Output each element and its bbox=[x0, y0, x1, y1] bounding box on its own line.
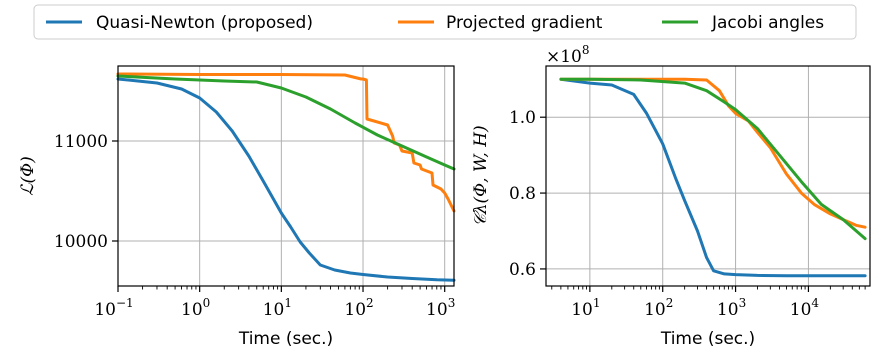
x-tick-base: 10 bbox=[571, 300, 593, 320]
x-tick-label: 102 bbox=[344, 296, 373, 320]
x-tick-base: 10 bbox=[344, 300, 366, 320]
x-tick-label: 100 bbox=[181, 296, 210, 320]
legend-frame bbox=[33, 4, 857, 40]
left-minor-ticks bbox=[142, 286, 442, 290]
right-x-axis-title: Time (sec.) bbox=[660, 329, 755, 349]
right-y-ticks: 0.6 0.8 1.0 bbox=[509, 108, 546, 280]
x-tick-label: 103 bbox=[426, 296, 455, 320]
x-tick-base: 10 bbox=[181, 300, 203, 320]
x-tick-base: 10 bbox=[426, 300, 448, 320]
legend-label-quasi-newton: Quasi-Newton (proposed) bbox=[96, 13, 313, 33]
x-tick-base: 10 bbox=[263, 300, 285, 320]
series-line-quasi-newton-proposed bbox=[116, 77, 456, 282]
legend-label-jacobi-angles: Jacobi angles bbox=[711, 13, 824, 33]
series-line-projected-gradient bbox=[559, 77, 867, 229]
x-tick-base: 10 bbox=[717, 300, 739, 320]
y-tick-label: 0.6 bbox=[509, 260, 536, 280]
legend-label-projected-gradient: Projected gradient bbox=[446, 13, 603, 33]
x-tick-label: 102 bbox=[644, 296, 673, 320]
y-tick-label: 11000 bbox=[54, 132, 108, 152]
left-y-axis-title: ℒ(Φ) bbox=[18, 156, 38, 195]
legend: Quasi-Newton (proposed) Projected gradie… bbox=[33, 4, 857, 40]
x-tick-label: 101 bbox=[263, 296, 292, 320]
series-line-jacobi-angles bbox=[116, 74, 456, 171]
x-tick-label: 10−1 bbox=[94, 296, 133, 320]
right-y-multiplier-base: ×10 bbox=[546, 47, 582, 67]
x-tick-label: 104 bbox=[790, 296, 820, 320]
y-tick-label: 0.8 bbox=[509, 184, 536, 204]
x-tick-exponent: 4 bbox=[811, 296, 819, 310]
right-plot-frame bbox=[545, 65, 871, 287]
left-grid bbox=[118, 66, 454, 286]
left-y-ticks: 10000 11000 bbox=[54, 132, 118, 252]
left-x-axis-title: Time (sec.) bbox=[238, 329, 333, 349]
x-tick-label: 101 bbox=[571, 296, 600, 320]
x-tick-exponent: 3 bbox=[739, 296, 747, 310]
x-tick-exponent: 2 bbox=[366, 296, 374, 310]
x-tick-exponent: 2 bbox=[666, 296, 674, 310]
x-tick-exponent: −1 bbox=[116, 296, 134, 310]
y-tick-label: 1.0 bbox=[509, 108, 536, 128]
left-plot-frame bbox=[117, 65, 455, 287]
x-tick-base: 10 bbox=[94, 300, 116, 320]
x-tick-exponent: 3 bbox=[448, 296, 456, 310]
left-series-lines bbox=[116, 72, 456, 282]
series-line-quasi-newton-proposed bbox=[559, 77, 867, 278]
x-tick-exponent: 1 bbox=[593, 296, 601, 310]
right-chart: 101 102 103 104 0.60.81.0 ×108 Time (sec.) … bbox=[471, 43, 871, 349]
x-tick-base: 10 bbox=[644, 300, 666, 320]
right-grid bbox=[546, 66, 870, 286]
series-line-projected-gradient bbox=[116, 72, 456, 213]
series-line-jacobi-angles bbox=[559, 77, 867, 241]
right-y-multiplier: ×108 bbox=[546, 43, 590, 67]
x-tick-exponent: 1 bbox=[284, 296, 292, 310]
x-tick-exponent: 0 bbox=[203, 296, 211, 310]
x-tick-base: 10 bbox=[790, 300, 812, 320]
left-x-ticks: 10−1 100 101 102 103 bbox=[94, 286, 455, 320]
right-y-axis-title: 𝒞λ(Φ, W, H) bbox=[471, 125, 491, 226]
right-y-multiplier-exp: 8 bbox=[582, 43, 590, 57]
right-series-lines bbox=[559, 77, 867, 278]
x-tick-label: 103 bbox=[717, 296, 746, 320]
y-tick-label: 10000 bbox=[54, 232, 108, 252]
right-x-ticks: 101 102 103 104 bbox=[571, 286, 819, 320]
